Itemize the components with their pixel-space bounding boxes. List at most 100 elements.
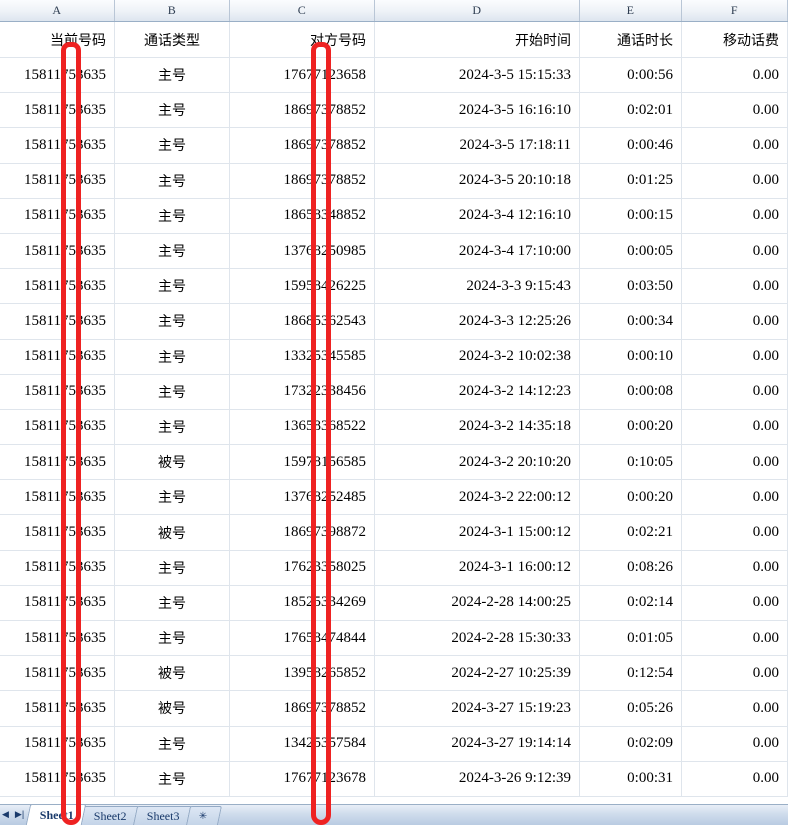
cell-duration[interactable]: 0:01:05 (580, 621, 682, 656)
cell-duration[interactable]: 0:00:34 (580, 304, 682, 339)
cell-call-type[interactable]: 主号 (115, 409, 230, 445)
prev-sheet-icon[interactable]: ◀ (2, 809, 9, 819)
sheet-tab[interactable]: ✳ (185, 806, 222, 825)
cell-other-number[interactable]: 13658368522 (230, 409, 375, 445)
cell-fee[interactable]: 0.00 (682, 58, 788, 93)
cell-current-number[interactable]: 15811753635 (0, 480, 115, 515)
cell-duration[interactable]: 0:10:05 (580, 445, 682, 480)
table-row[interactable]: 15811753635 主号 13768252485 2024-3-2 22:00:1… (0, 480, 788, 516)
cell-duration[interactable]: 0:12:54 (580, 656, 682, 691)
cell-fee[interactable]: 0.00 (682, 621, 788, 656)
cell-start-time[interactable]: 2024-3-5 20:10:18 (375, 163, 580, 198)
cell-fee[interactable]: 0.00 (682, 233, 788, 269)
cell-call-type[interactable]: 被号 (115, 656, 230, 691)
table-row[interactable]: 15811753635 被号 15978156585 2024-3-2 20:10:2… (0, 445, 788, 481)
column-header-a[interactable]: A (0, 0, 115, 21)
cell-fee[interactable]: 0.00 (682, 726, 788, 761)
cell-current-number[interactable]: 15811753635 (0, 515, 115, 550)
cell-other-number[interactable]: 13325345585 (230, 339, 375, 374)
cell-call-type[interactable]: 主号 (115, 233, 230, 269)
cell-duration[interactable]: 0:08:26 (580, 550, 682, 585)
header-cell-fee[interactable]: 移动话费 (682, 22, 788, 57)
cell-call-type[interactable]: 主号 (115, 304, 230, 339)
table-row[interactable]: 15811753635 主号 18697378852 2024-3-5 17:18:1… (0, 128, 788, 164)
cell-other-number[interactable]: 13768250985 (230, 233, 375, 269)
cell-call-type[interactable]: 主号 (115, 480, 230, 515)
cell-start-time[interactable]: 2024-3-4 12:16:10 (375, 198, 580, 233)
cell-current-number[interactable]: 15811753635 (0, 163, 115, 198)
column-header-d[interactable]: D (375, 0, 580, 21)
cell-duration[interactable]: 0:00:08 (580, 374, 682, 409)
cell-other-number[interactable]: 18697378852 (230, 93, 375, 128)
table-row[interactable]: 15811753635 主号 13658368522 2024-3-2 14:35:1… (0, 409, 788, 446)
cell-start-time[interactable]: 2024-3-3 9:15:43 (375, 269, 580, 304)
cell-duration[interactable]: 0:00:20 (580, 480, 682, 515)
cell-duration[interactable]: 0:00:10 (580, 339, 682, 374)
cell-fee[interactable]: 0.00 (682, 198, 788, 233)
cell-current-number[interactable]: 15811753635 (0, 550, 115, 585)
cell-fee[interactable]: 0.00 (682, 269, 788, 304)
cell-call-type[interactable]: 主号 (115, 58, 230, 93)
header-cell-duration[interactable]: 通话时长 (580, 22, 682, 57)
cell-fee[interactable]: 0.00 (682, 339, 788, 374)
table-row[interactable]: 15811753635 被号 18697398872 2024-3-1 15:00:1… (0, 515, 788, 551)
cell-call-type[interactable]: 主号 (115, 761, 230, 796)
cell-other-number[interactable]: 17677123658 (230, 58, 375, 93)
table-row[interactable]: 15811753635 主号 15958426225 2024-3-3 9:15:43… (0, 269, 788, 305)
cell-fee[interactable]: 0.00 (682, 93, 788, 128)
cell-call-type[interactable]: 被号 (115, 515, 230, 550)
cell-other-number[interactable]: 17322338456 (230, 374, 375, 409)
cell-call-type[interactable]: 主号 (115, 163, 230, 198)
cell-current-number[interactable]: 15811753635 (0, 269, 115, 304)
cell-start-time[interactable]: 2024-3-1 15:00:12 (375, 515, 580, 550)
table-row[interactable]: 15811753635 主号 13768250985 2024-3-4 17:10:0… (0, 233, 788, 270)
cell-start-time[interactable]: 2024-2-28 15:30:33 (375, 621, 580, 656)
cell-call-type[interactable]: 主号 (115, 93, 230, 128)
cell-fee[interactable]: 0.00 (682, 656, 788, 691)
cell-call-type[interactable]: 主号 (115, 339, 230, 374)
cell-other-number[interactable]: 17623358025 (230, 550, 375, 585)
cell-duration[interactable]: 0:00:05 (580, 233, 682, 269)
cell-other-number[interactable]: 13958265852 (230, 656, 375, 691)
cell-duration[interactable]: 0:01:25 (580, 163, 682, 198)
cell-current-number[interactable]: 15811753635 (0, 726, 115, 761)
table-row[interactable]: 15811753635 主号 13425357584 2024-3-27 19:14:… (0, 726, 788, 762)
cell-duration[interactable]: 0:02:09 (580, 726, 682, 761)
cell-other-number[interactable]: 18685362543 (230, 304, 375, 339)
cell-start-time[interactable]: 2024-3-2 14:12:23 (375, 374, 580, 409)
column-header-c[interactable]: C (230, 0, 375, 21)
cell-duration[interactable]: 0:05:26 (580, 691, 682, 726)
cell-current-number[interactable]: 15811753635 (0, 621, 115, 656)
cell-duration[interactable]: 0:02:14 (580, 585, 682, 620)
cell-current-number[interactable]: 15811753635 (0, 198, 115, 233)
next-sheet-icon[interactable]: ▶| (14, 809, 25, 819)
cell-fee[interactable]: 0.00 (682, 550, 788, 585)
cell-start-time[interactable]: 2024-3-5 15:15:33 (375, 58, 580, 93)
cell-start-time[interactable]: 2024-3-26 9:12:39 (375, 761, 580, 796)
cell-other-number[interactable]: 18658348852 (230, 198, 375, 233)
cell-fee[interactable]: 0.00 (682, 480, 788, 515)
cell-fee[interactable]: 0.00 (682, 374, 788, 409)
sheet-tab[interactable]: Sheet1 (25, 805, 87, 825)
spreadsheet-grid[interactable]: 当前号码 通话类型 对方号码 开始时间 通话时长 移动话费 1581175363… (0, 22, 788, 797)
cell-fee[interactable]: 0.00 (682, 163, 788, 198)
cell-other-number[interactable]: 13768252485 (230, 480, 375, 515)
cell-current-number[interactable]: 15811753635 (0, 233, 115, 269)
cell-current-number[interactable]: 15811753635 (0, 656, 115, 691)
cell-duration[interactable]: 0:03:50 (580, 269, 682, 304)
cell-current-number[interactable]: 15811753635 (0, 128, 115, 163)
cell-current-number[interactable]: 15811753635 (0, 585, 115, 620)
cell-other-number[interactable]: 18525334269 (230, 585, 375, 620)
cell-current-number[interactable]: 15811753635 (0, 93, 115, 128)
cell-duration[interactable]: 0:00:31 (580, 761, 682, 796)
cell-call-type[interactable]: 被号 (115, 691, 230, 726)
cell-other-number[interactable]: 18697378852 (230, 163, 375, 198)
cell-start-time[interactable]: 2024-2-27 10:25:39 (375, 656, 580, 691)
header-cell-current-number[interactable]: 当前号码 (0, 22, 115, 57)
cell-duration[interactable]: 0:00:20 (580, 409, 682, 445)
table-row[interactable]: 15811753635 主号 18685362543 2024-3-3 12:25:2… (0, 304, 788, 340)
cell-call-type[interactable]: 主号 (115, 726, 230, 761)
cell-other-number[interactable]: 18697378852 (230, 128, 375, 163)
cell-current-number[interactable]: 15811753635 (0, 339, 115, 374)
header-cell-call-type[interactable]: 通话类型 (115, 22, 230, 57)
